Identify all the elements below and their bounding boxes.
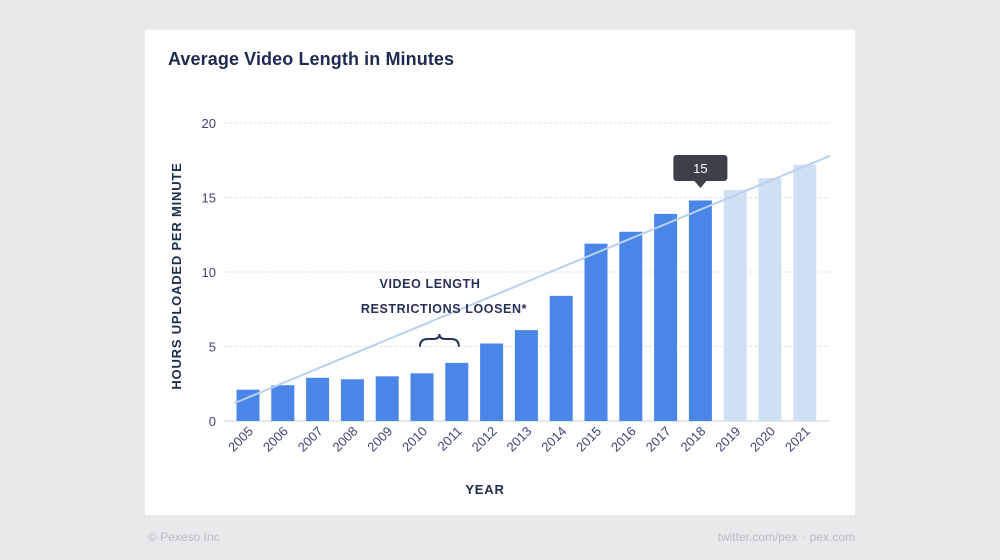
- bar: [654, 213, 678, 421]
- site-link[interactable]: pex.com: [809, 530, 855, 544]
- x-tick-label: 2005: [225, 424, 256, 455]
- bar: [480, 343, 504, 421]
- bars: [236, 164, 817, 421]
- footer-links: twitter.com/pex · pex.com: [718, 530, 855, 544]
- x-tick-label: 2006: [260, 424, 291, 455]
- y-axis-ticks: 0 5 10 15 20: [202, 116, 216, 429]
- callout: 15: [673, 155, 728, 188]
- bar: [271, 385, 295, 421]
- x-tick-label: 2016: [608, 424, 639, 455]
- x-tick-label: 2020: [747, 424, 778, 455]
- x-tick-label: 2008: [329, 424, 360, 455]
- bar: [514, 330, 538, 421]
- x-tick-label: 2021: [782, 424, 813, 455]
- brace-icon: [419, 333, 460, 347]
- bar: [584, 243, 608, 421]
- x-tick-label: 2009: [364, 424, 395, 455]
- bar: [688, 200, 712, 421]
- bar: [236, 389, 260, 421]
- annotation-line-2: RESTRICTIONS LOOSEN*: [361, 302, 527, 316]
- x-tick-label: 2010: [399, 424, 430, 455]
- annotation-line-1: VIDEO LENGTH: [380, 277, 481, 291]
- copyright-text: © Pexeso Inc: [148, 530, 220, 544]
- bar: [340, 379, 364, 421]
- y-tick-label: 20: [202, 116, 216, 131]
- bar: [619, 231, 643, 421]
- x-tick-label: 2011: [435, 424, 465, 454]
- bar: [306, 377, 330, 421]
- x-tick-label: 2013: [503, 424, 534, 455]
- twitter-link[interactable]: twitter.com/pex: [717, 530, 798, 544]
- x-tick-label: 2012: [469, 424, 500, 455]
- projected-bar: [723, 190, 747, 421]
- y-tick-label: 5: [209, 340, 216, 355]
- callout-box: [673, 155, 728, 181]
- trendline-layer: [234, 154, 831, 405]
- x-tick-label: 2019: [712, 424, 743, 455]
- callout-label: 15: [693, 161, 707, 176]
- bar: [549, 295, 573, 421]
- chart-title: Average Video Length in Minutes: [168, 49, 455, 69]
- bar: [375, 376, 399, 421]
- x-axis-ticks: 2005 2006 2007 2008 2009 2010 2011 2012 2013 2014…: [225, 424, 813, 455]
- footer-separator: ·: [801, 530, 806, 544]
- y-axis-title: HOURS UPLOADED PER MINUTE: [169, 162, 184, 389]
- projected-bar: [758, 178, 782, 421]
- y-tick-label: 0: [209, 414, 216, 429]
- x-axis-title: YEAR: [465, 482, 504, 497]
- y-tick-label: 10: [202, 265, 216, 280]
- bar: [410, 373, 434, 421]
- bar: [445, 362, 469, 421]
- x-tick-label: 2007: [295, 424, 326, 455]
- x-tick-label: 2014: [538, 424, 569, 455]
- y-tick-label: 15: [202, 191, 216, 206]
- trendline: [234, 154, 831, 405]
- x-tick-label: 2017: [643, 424, 674, 455]
- annotation-group: VIDEO LENGTH RESTRICTIONS LOOSEN*: [361, 277, 527, 347]
- callout-pointer: [694, 181, 707, 188]
- x-tick-label: 2015: [573, 424, 604, 455]
- x-tick-label: 2018: [677, 424, 708, 455]
- projected-bar: [793, 164, 817, 421]
